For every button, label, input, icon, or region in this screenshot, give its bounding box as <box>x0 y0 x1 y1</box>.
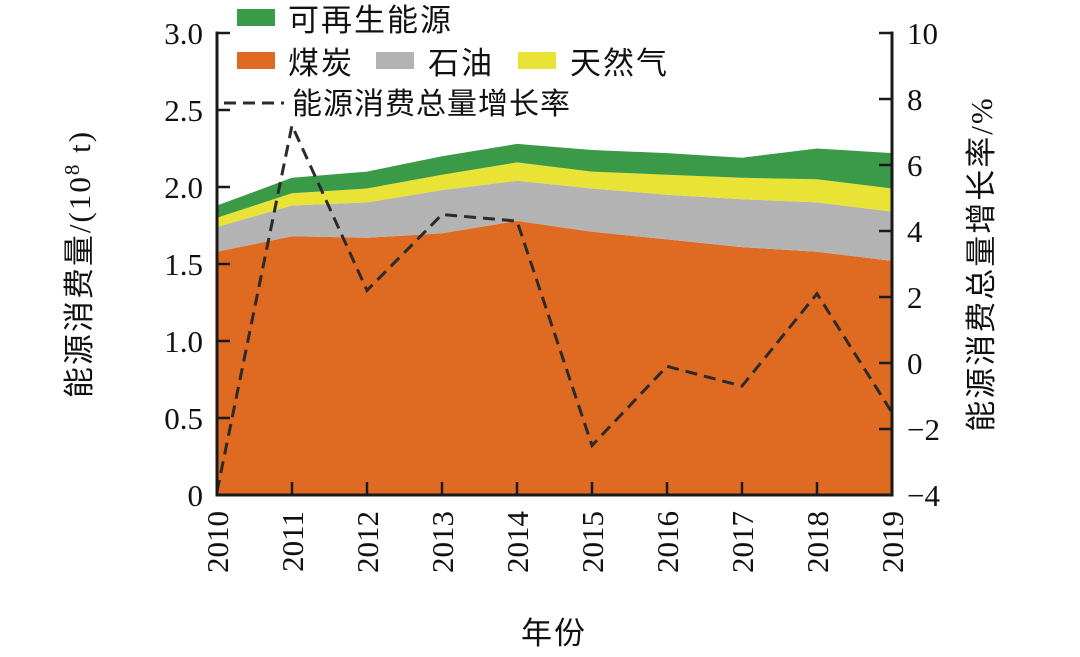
x-tick-label: 2018 <box>800 511 835 573</box>
left-axis-title: 能源消费量/(108 t) <box>60 130 97 398</box>
x-tick-label: 2019 <box>875 511 910 573</box>
area-coal <box>217 220 892 495</box>
right-tick-label: −4 <box>907 478 940 513</box>
legend-swatch-oil <box>376 52 414 69</box>
legend: 可再生能源 煤炭 石油 天然气 能源消费总量增长率 <box>224 3 669 121</box>
legend-item-renewable: 可再生能源 <box>237 3 453 38</box>
left-tick-label: 0.5 <box>164 401 203 436</box>
x-tick-label: 2012 <box>350 511 385 573</box>
x-tick-label: 2015 <box>575 511 610 573</box>
legend-label-renewable: 可再生能源 <box>288 3 453 38</box>
legend-item-oil: 石油 <box>376 46 494 81</box>
legend-swatch-coal <box>237 52 275 69</box>
area-renewable <box>217 143 892 218</box>
x-tick-label: 2016 <box>650 511 685 573</box>
left-tick-label: 2.0 <box>164 170 203 205</box>
left-tick-label: 1.5 <box>164 247 203 282</box>
x-tick-label: 2017 <box>725 511 760 573</box>
legend-label-oil: 石油 <box>428 46 494 81</box>
right-axis-title: 能源消费总量增长率/% <box>964 96 999 431</box>
growth-rate-line <box>215 120 894 493</box>
left-tick-label: 2.5 <box>164 93 203 128</box>
right-tick-label: 8 <box>907 82 923 117</box>
area-gas <box>217 162 892 227</box>
legend-item-gas: 天然气 <box>518 46 669 81</box>
x-tick-label: 2014 <box>500 511 535 574</box>
legend-label-growth: 能源消费总量增长率 <box>292 88 571 121</box>
legend-label-gas: 天然气 <box>570 46 669 81</box>
axes: 0 0.5 1.0 1.5 2.0 2.5 3.0 −4 −2 0 2 4 6 8 10 2010 2011 20… <box>164 16 940 573</box>
x-axis-title: 年份 <box>521 616 587 651</box>
legend-item-coal: 煤炭 <box>237 46 354 81</box>
legend-item-growth: 能源消费总量增长率 <box>224 88 571 121</box>
left-tick-label: 0 <box>188 478 204 513</box>
right-tick-label: 2 <box>907 280 923 315</box>
legend-label-coal: 煤炭 <box>288 46 354 81</box>
x-tick-label: 2011 <box>275 511 310 572</box>
right-tick-label: −2 <box>907 412 940 447</box>
left-tick-label: 3.0 <box>164 16 203 51</box>
right-tick-label: 4 <box>907 214 923 249</box>
growth-rate-polyline <box>215 120 894 493</box>
right-tick-label: 10 <box>907 16 938 51</box>
x-tick-label: 2010 <box>200 511 235 573</box>
right-tick-label: 0 <box>907 346 923 381</box>
legend-swatch-renewable <box>237 9 275 26</box>
legend-swatch-gas <box>518 52 556 69</box>
left-tick-label: 1.0 <box>164 324 203 359</box>
area-oil <box>217 180 892 261</box>
x-tick-label: 2013 <box>425 511 460 573</box>
stacked-areas <box>217 143 892 495</box>
right-tick-label: 6 <box>907 148 923 183</box>
